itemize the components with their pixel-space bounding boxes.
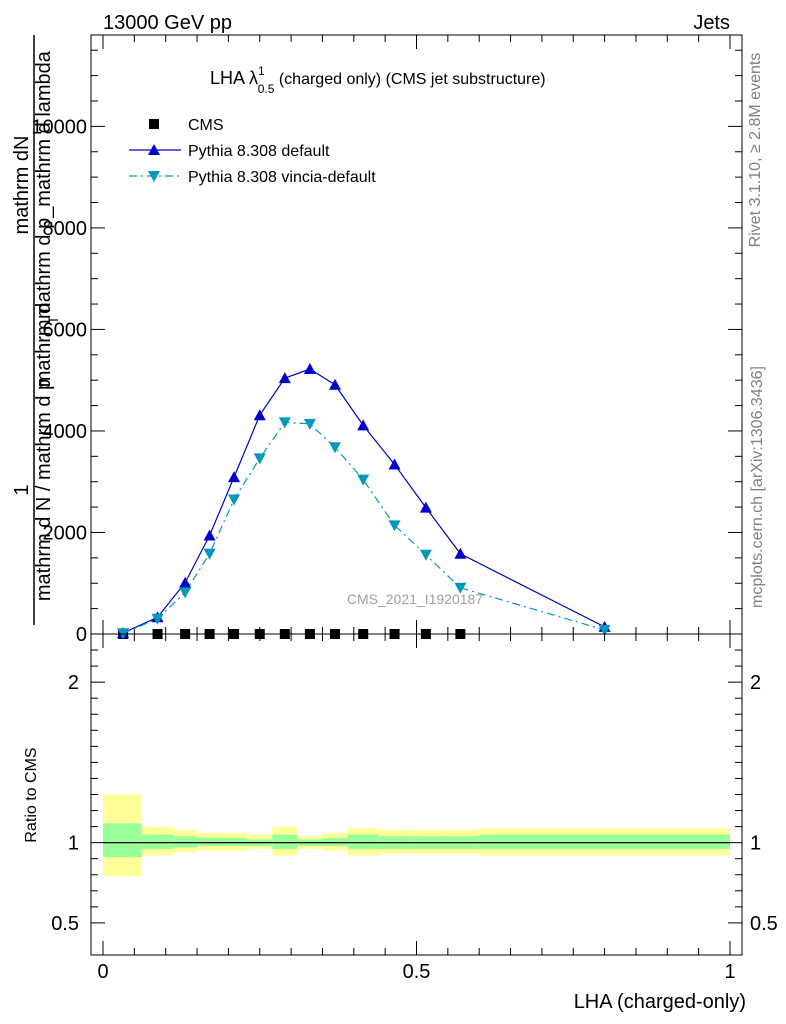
legend-label: Pythia 8.308 default	[188, 143, 330, 160]
svg-text:mathrm d N / mathrm d p: mathrm d N / mathrm d p	[33, 379, 55, 601]
data-point	[388, 520, 401, 532]
x-axis-label: LHA (charged-only)	[574, 991, 746, 1013]
chart-title: LHA λ1 0.5 (charged only) (CMS jet substr…	[210, 64, 546, 96]
data-point	[253, 409, 266, 421]
inner-band	[272, 834, 298, 850]
mcplots-label: mcplots.cern.ch [arXiv:1306.3436]	[749, 366, 766, 608]
legend-label: CMS	[188, 117, 224, 134]
ratio-y-tick-label-right: 1	[750, 833, 761, 855]
data-point	[419, 501, 432, 513]
ratio-y-axis-label: Ratio to CMS	[23, 747, 40, 842]
inner-band	[197, 837, 223, 846]
data-point	[357, 474, 370, 486]
inner-band	[347, 834, 379, 850]
series-pythia-8-308-vincia-default	[117, 417, 611, 640]
y-tick-label: 6000	[43, 319, 88, 341]
main-axis-ticks: 0 2000 4000 6000 8000 10000	[31, 35, 742, 646]
svg-text:T: T	[45, 315, 61, 324]
data-point	[278, 417, 291, 429]
ratio-frame	[90, 633, 743, 956]
data-point	[278, 372, 291, 384]
legend-marker	[149, 119, 159, 129]
svg-text:mathrm dN: mathrm dN	[11, 136, 33, 235]
inner-band	[222, 837, 248, 846]
data-point	[203, 548, 216, 560]
y-tick-label: 8000	[43, 218, 88, 240]
data-point	[357, 419, 370, 431]
data-point	[228, 494, 241, 506]
rivet-version-label: Rivet 3.1.10, ≥ 2.8M events	[747, 53, 764, 248]
y-tick-label: 10000	[31, 116, 87, 138]
svg-text:mathrm d: mathrm d	[33, 303, 55, 387]
series-line	[122, 368, 605, 634]
ratio-panel: 0.5 0.5 1 1 2 2 0 0.5 1	[51, 633, 778, 983]
data-point	[419, 549, 432, 561]
data-point	[151, 613, 164, 625]
x-tick-label: 1	[724, 961, 735, 983]
ratio-y-tick-label-right: 2	[750, 672, 761, 694]
ratio-uncertainty-bands	[103, 794, 730, 877]
ratio-y-tick-label: 0.5	[51, 913, 79, 935]
legend-label: Pythia 8.308 vincia-default	[188, 169, 376, 186]
data-point	[388, 458, 401, 470]
svg-text:1: 1	[11, 484, 33, 495]
legend: CMS Pythia 8.308 default Pythia 8.308 vinc…	[129, 117, 376, 186]
data-point	[303, 418, 316, 430]
ratio-y-tick-label: 1	[68, 833, 79, 855]
inner-band	[103, 823, 142, 858]
data-point	[179, 587, 192, 599]
analysis-watermark: CMS_2021_I1920187	[347, 591, 483, 607]
data-point	[253, 453, 266, 465]
x-tick-label: 0.5	[403, 961, 431, 983]
legend-entry: Pythia 8.308 default	[129, 143, 330, 160]
header-right: Jets	[693, 12, 730, 34]
inner-band	[173, 836, 198, 848]
data-point	[598, 624, 611, 636]
y-tick-label: 2000	[43, 522, 88, 544]
svg-text:mathrm d p_mathrm d lambda: mathrm d p_mathrm d lambda	[33, 50, 55, 319]
y-tick-label: 0	[76, 624, 87, 646]
data-point	[203, 529, 216, 541]
ratio-y-tick-label: 2	[68, 672, 79, 694]
data-point	[303, 363, 316, 375]
main-panel: 0 2000 4000 6000 8000 10000 CMS_2021_I1920187…	[31, 34, 743, 646]
data-point	[328, 378, 341, 390]
ratio-axis-ticks: 0.5 0.5 1 1 2 2 0 0.5 1	[51, 634, 778, 983]
main-y-axis-label: 1 mathrm dN mathrm d N / mathrm d p math…	[11, 35, 61, 625]
series-pythia-8-308-default	[117, 363, 611, 638]
data-point	[454, 582, 467, 594]
inner-band	[479, 834, 730, 850]
ratio-y-tick-label-right: 0.5	[750, 913, 778, 935]
x-tick-label: 0	[97, 961, 108, 983]
legend-entry: CMS	[149, 117, 224, 134]
header-left: 13000 GeV pp	[103, 12, 232, 34]
legend-entry: Pythia 8.308 vincia-default	[129, 169, 376, 186]
legend-marker	[148, 144, 160, 155]
inner-band	[141, 834, 174, 850]
y-tick-label: 4000	[43, 421, 88, 443]
data-point	[328, 442, 341, 454]
data-point	[179, 576, 192, 588]
legend-marker	[148, 171, 160, 182]
data-point	[454, 547, 467, 559]
inner-band	[322, 837, 348, 846]
data-point	[228, 471, 241, 483]
